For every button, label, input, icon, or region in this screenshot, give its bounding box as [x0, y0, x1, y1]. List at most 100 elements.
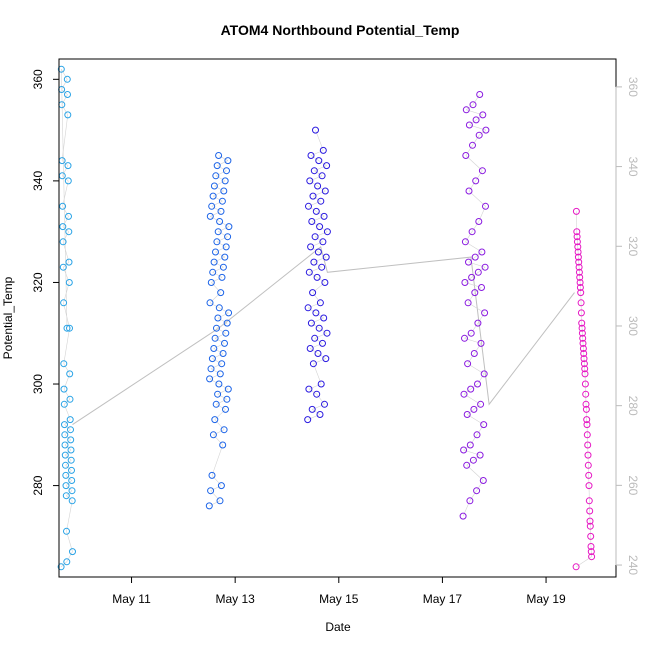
- data-point: [320, 314, 328, 322]
- profile-trace-segment: [318, 251, 327, 258]
- left-tick-label: 340: [31, 171, 45, 191]
- data-point: [586, 507, 594, 515]
- data-point: [585, 497, 593, 505]
- profile-trace-segment: [66, 531, 73, 552]
- profile-trace-segment: [214, 419, 225, 430]
- profile-trace-segment: [218, 226, 230, 232]
- profile-trace-segment: [317, 185, 326, 192]
- x-axis: May 11 May 13 May 15 May 17 May 19: [112, 576, 566, 606]
- data-point: [61, 421, 68, 429]
- profile-trace-segment: [473, 404, 481, 410]
- data-point: [469, 101, 477, 109]
- data-point: [316, 223, 324, 231]
- profile-trace-segment: [310, 343, 323, 349]
- data-point: [474, 268, 482, 276]
- data-point: [219, 263, 227, 271]
- profile-trace-segment: [467, 353, 475, 364]
- profile-trace-segment: [311, 221, 320, 227]
- profile-trace-segment: [61, 79, 68, 90]
- data-point: [215, 304, 223, 312]
- data-point: [214, 314, 222, 322]
- profile-trace-segment: [215, 246, 227, 253]
- data-point: [64, 162, 72, 170]
- profile-trace-segment: [65, 459, 72, 466]
- data-point: [304, 416, 312, 424]
- profile-trace-segment: [62, 180, 69, 207]
- data-point: [316, 299, 324, 307]
- profile-trace-segment: [318, 160, 327, 166]
- profile-trace-segment: [63, 261, 70, 268]
- profile-trace-segment: [210, 490, 221, 502]
- profile-trace-segment: [309, 180, 318, 187]
- profile-trace-segment: [311, 322, 320, 329]
- data-point: [68, 477, 76, 484]
- data-point: [580, 355, 588, 363]
- right-tick-label: 340: [626, 157, 640, 177]
- profile-trace-segment: [308, 206, 317, 212]
- data-point: [468, 273, 476, 281]
- profile-trace-segment: [213, 256, 225, 263]
- data-point: [69, 548, 76, 556]
- profile-trace-segment: [213, 348, 224, 354]
- data-point: [221, 339, 228, 347]
- data-point: [463, 461, 471, 469]
- profile-trace-segment: [466, 465, 484, 481]
- profile-trace-segment: [217, 165, 227, 171]
- data-point: [62, 482, 70, 490]
- data-point: [584, 451, 592, 459]
- profile-trace-segment: [217, 393, 228, 400]
- data-point: [216, 370, 224, 378]
- data-point: [482, 202, 489, 210]
- profile-trace-segment: [65, 485, 73, 491]
- data-point: [223, 395, 231, 403]
- profile-trace-segment: [315, 312, 324, 319]
- data-point: [581, 380, 589, 388]
- data-point: [575, 258, 583, 266]
- profile-trace-segment: [210, 211, 222, 217]
- data-point: [576, 273, 584, 281]
- data-point: [472, 116, 480, 124]
- data-point: [68, 497, 76, 505]
- data-point: [587, 548, 595, 556]
- x-tick-label: May 15: [319, 592, 359, 606]
- profile-trace-segment: [61, 69, 68, 80]
- data-point: [59, 238, 67, 246]
- profile-trace-segment: [314, 338, 323, 344]
- data-point: [318, 172, 326, 180]
- data-point: [321, 279, 329, 286]
- data-point: [583, 421, 591, 429]
- profile-trace-segment: [313, 261, 322, 268]
- data-point: [587, 532, 595, 540]
- data-point: [216, 497, 224, 505]
- data-point: [207, 365, 215, 373]
- data-point: [59, 223, 67, 231]
- data-point: [66, 395, 74, 403]
- data-point: [224, 233, 232, 241]
- profile-trace-segment: [209, 302, 220, 309]
- data-point: [208, 202, 216, 210]
- profile-trace-segment: [465, 231, 473, 242]
- data-point: [470, 350, 478, 357]
- data-point: [207, 279, 215, 286]
- data-point: [222, 405, 229, 413]
- profile-trace-segment: [469, 490, 477, 501]
- data-point: [219, 350, 227, 357]
- data-point: [473, 431, 481, 439]
- profile-trace-segment: [212, 190, 224, 197]
- right-tick-label: 260: [626, 475, 640, 495]
- data-point: [219, 441, 227, 449]
- profile-trace-segment: [312, 404, 325, 410]
- profile-trace-segment: [209, 378, 220, 385]
- data-point: [463, 411, 471, 418]
- profile-trace-segment: [211, 444, 224, 476]
- data-point: [478, 248, 486, 256]
- data-point: [60, 400, 68, 408]
- profile-trace-segment: [209, 500, 221, 507]
- data-point: [218, 273, 226, 281]
- data-point: [63, 324, 71, 332]
- data-point: [469, 456, 477, 464]
- profile-trace-segment: [214, 185, 224, 192]
- data-point: [579, 334, 587, 342]
- profile-trace-segment: [216, 404, 226, 410]
- profile-trace-segment: [214, 180, 226, 187]
